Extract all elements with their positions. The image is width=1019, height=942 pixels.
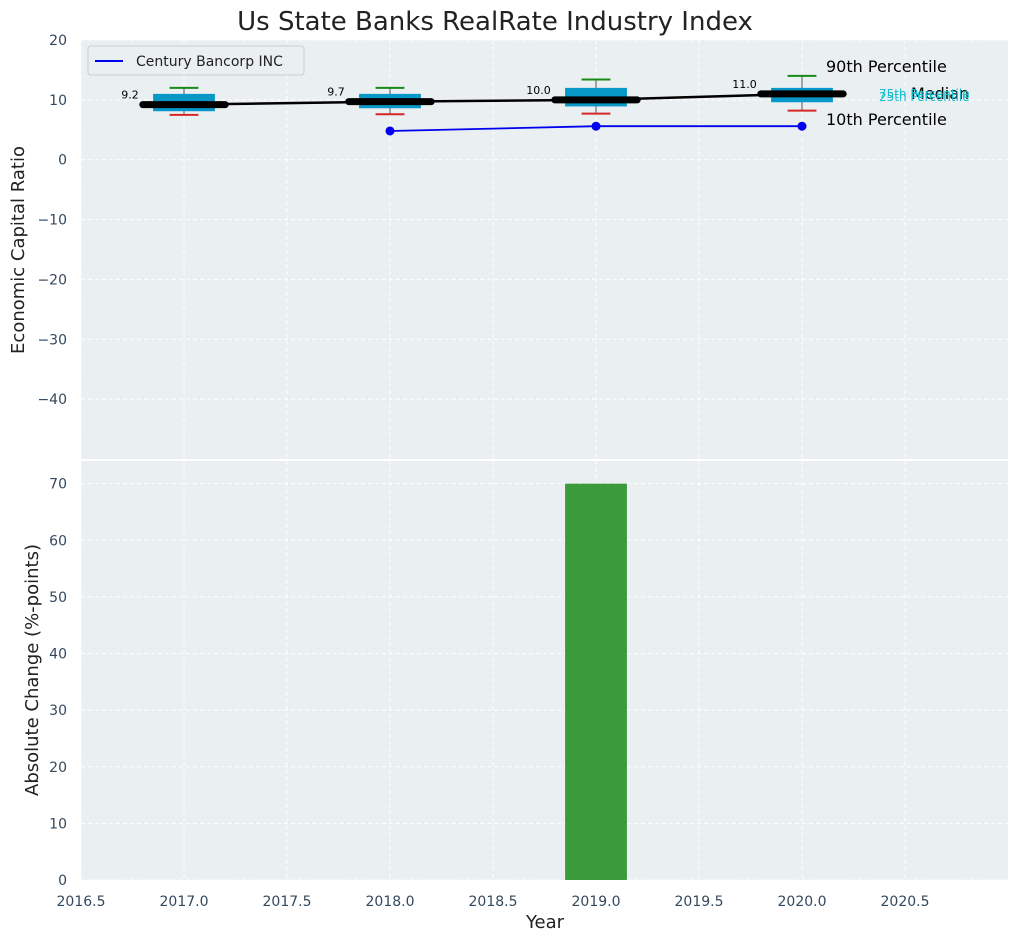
bar-chart-panel: 2016.5 2017.0 2017.5 2018.0 2018.5 2019.0 2019…	[49, 461, 1008, 910]
legend-box	[87, 45, 305, 76]
change-bar	[565, 483, 627, 880]
median-trend-line	[183, 92, 803, 106]
x-tick-label: 2017.5	[263, 894, 312, 910]
x-tick-label: 2020.0	[778, 894, 827, 910]
top-y-tick-label: 10	[49, 93, 67, 109]
x-tick-label: 2019.0	[572, 894, 621, 910]
top-y-tick-label: −30	[37, 332, 67, 348]
x-tick-label: 2020.5	[881, 894, 930, 910]
company-point	[797, 121, 807, 131]
company-point	[385, 126, 395, 136]
bottom-y-tick-label: 40	[49, 647, 67, 663]
bottom-y-tick-label: 70	[49, 477, 67, 493]
bottom-y-tick-label: 50	[49, 590, 67, 606]
bottom-y-tick-label: 0	[58, 873, 67, 889]
top-plot-area	[81, 40, 1008, 459]
top-y-tick-label: 20	[49, 33, 67, 49]
top-y-tick-label: −20	[37, 272, 67, 288]
top-y-tick-label: −40	[37, 392, 67, 408]
p75-label: 75th Percentile	[879, 87, 970, 101]
x-tick-label: 2019.5	[675, 894, 724, 910]
bottom-y-tick-label: 10	[49, 816, 67, 832]
median-value-label: 10.0	[526, 84, 551, 97]
x-tick-label: 2018.0	[366, 894, 415, 910]
bottom-y-tick-label: 30	[49, 703, 67, 719]
bottom-plot-area	[81, 461, 1008, 880]
box-plot-panel: 20 10 0 −10 −20 −30 −40 9.2 9.7 10.0 11.0	[37, 33, 1008, 459]
bottom-y-axis-label: Absolute Change (%-points)	[22, 544, 43, 796]
p90-label: 90th Percentile	[826, 57, 947, 76]
chart-title: Us State Banks RealRate Industry Index	[237, 7, 753, 37]
top-y-axis-label: Economic Capital Ratio	[8, 146, 29, 354]
x-axis-label: Year	[525, 912, 565, 933]
median-value-label: 9.7	[327, 86, 345, 99]
top-y-tick-label: 0	[58, 153, 67, 169]
p25-label: 25th Percentile	[879, 90, 970, 104]
bottom-y-tick-label: 60	[49, 533, 67, 549]
company-point	[591, 121, 601, 131]
median-value-label: 9.2	[121, 89, 139, 102]
x-tick-label: 2018.5	[469, 894, 518, 910]
top-y-tick-label: −10	[37, 213, 67, 229]
median-value-label: 11.0	[732, 78, 757, 91]
legend: Century Bancorp INC	[87, 45, 305, 76]
percentile-labels: 90th Percentile Median 75th Percentile 2…	[826, 57, 970, 129]
bottom-y-tick-label: 20	[49, 760, 67, 776]
legend-label: Century Bancorp INC	[136, 54, 283, 70]
p10-label: 10th Percentile	[826, 110, 947, 129]
x-tick-label: 2016.5	[57, 894, 106, 910]
x-tick-label: 2017.0	[160, 894, 209, 910]
median-label: Median	[911, 84, 969, 103]
